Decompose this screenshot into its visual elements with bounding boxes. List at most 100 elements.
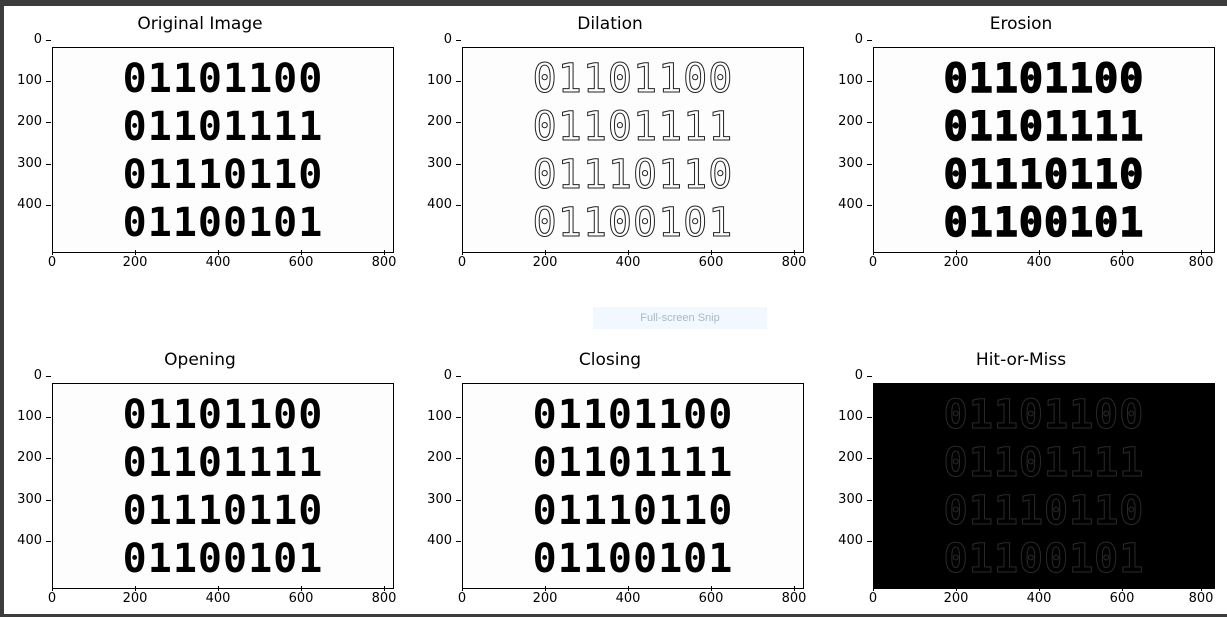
panel-title: Original Image — [137, 14, 263, 34]
binary-text: 01101100 01101111 01110110 01100101 — [463, 391, 803, 583]
y-tick-label: 400 — [12, 533, 51, 548]
binary-line: 01100101 — [122, 200, 324, 246]
y-tick-label: 0 — [422, 368, 461, 383]
panel-erosion: Erosion 01101100 01101111 01110110 01100… — [826, 14, 1216, 270]
x-tick-label: 0 — [32, 250, 72, 270]
binary-line: 01101111 — [532, 104, 734, 151]
binary-line: 01110110 — [532, 152, 734, 199]
y-tick-label: 400 — [422, 197, 461, 212]
full-screen-snip-button[interactable]: Full-screen Snip — [593, 307, 767, 329]
x-tick-label: 0 — [32, 586, 72, 606]
panel-title: Opening — [164, 350, 236, 370]
binary-text: 01101100 01101111 01110110 01100101 — [463, 55, 803, 247]
y-tick-label: 200 — [422, 114, 461, 129]
y-tick-label: 100 — [422, 73, 461, 88]
x-tick-label: 600 — [281, 250, 321, 270]
binary-line: 01101111 — [122, 104, 324, 150]
panel-title: Dilation — [577, 14, 643, 34]
y-tick-label: 300 — [833, 492, 872, 507]
binary-line: 01101100 — [122, 56, 324, 102]
y-tick-label: 200 — [833, 114, 872, 129]
binary-text: 01101100 01101111 01110110 01100101 — [874, 55, 1214, 247]
x-tick-label: 400 — [1019, 586, 1059, 606]
image-axes: 01101100 01101111 01110110 01100101 — [52, 383, 394, 589]
binary-text: 01101100 01101111 01110110 01100101 — [874, 391, 1214, 583]
x-tick-label: 400 — [1019, 250, 1059, 270]
y-tick-label: 400 — [422, 533, 461, 548]
binary-line: 01110110 — [943, 151, 1145, 199]
y-tick-label: 200 — [12, 450, 51, 465]
y-tick-label: 400 — [12, 197, 51, 212]
y-tick-label: 100 — [12, 73, 51, 88]
y-tick-label: 300 — [422, 492, 461, 507]
image-axes: 01101100 01101111 01110110 01100101 — [462, 383, 804, 589]
x-tick-label: 200 — [115, 250, 155, 270]
window-frame-left — [0, 0, 4, 617]
binary-line: 01110110 — [532, 488, 734, 534]
x-tick-label: 200 — [115, 586, 155, 606]
panel-dilation: Dilation 01101100 01101111 01110110 0110… — [415, 14, 806, 270]
x-tick-label: 200 — [936, 250, 976, 270]
x-tick-label: 800 — [1181, 586, 1221, 606]
image-axes: 01101100 01101111 01110110 01100101 — [52, 47, 394, 253]
y-tick-label: 0 — [833, 368, 872, 383]
x-tick-label: 800 — [364, 250, 404, 270]
x-tick-label: 200 — [525, 586, 565, 606]
panel-opening: Opening 01101100 01101111 01110110 01100… — [5, 350, 396, 606]
binary-line: 01101100 — [122, 392, 324, 438]
y-tick-label: 0 — [422, 32, 461, 47]
y-tick-label: 200 — [422, 450, 461, 465]
y-tick-label: 0 — [12, 368, 51, 383]
x-tick-label: 0 — [853, 250, 893, 270]
binary-line: 01100101 — [532, 200, 734, 247]
binary-line: 01110110 — [122, 152, 324, 198]
y-tick-label: 100 — [12, 409, 51, 424]
y-tick-label: 300 — [12, 492, 51, 507]
panel-closing: Closing 01101100 01101111 01110110 01100… — [415, 350, 806, 606]
binary-text: 01101100 01101111 01110110 01100101 — [53, 55, 393, 247]
binary-text: 01101100 01101111 01110110 01100101 — [53, 391, 393, 583]
binary-line: 01101100 — [943, 55, 1145, 103]
image-axes: 01101100 01101111 01110110 01100101 — [873, 383, 1215, 589]
x-tick-label: 600 — [1102, 586, 1142, 606]
x-tick-label: 800 — [1181, 250, 1221, 270]
x-tick-label: 0 — [442, 250, 482, 270]
y-tick-label: 300 — [833, 156, 872, 171]
y-tick-label: 400 — [833, 197, 872, 212]
binary-line: 01100101 — [122, 536, 324, 582]
x-tick-label: 600 — [691, 250, 731, 270]
x-tick-label: 400 — [608, 586, 648, 606]
y-tick-label: 0 — [12, 32, 51, 47]
y-tick-label: 400 — [833, 533, 872, 548]
binary-line: 01100101 — [532, 536, 734, 582]
y-tick-label: 200 — [12, 114, 51, 129]
image-axes: 01101100 01101111 01110110 01100101 — [873, 47, 1215, 253]
binary-line: 01110110 — [122, 488, 324, 534]
binary-line: 01100101 — [943, 536, 1145, 583]
x-tick-label: 600 — [281, 586, 321, 606]
image-axes: 01101100 01101111 01110110 01100101 — [462, 47, 804, 253]
panel-title: Closing — [578, 350, 642, 370]
binary-line: 01101100 — [532, 392, 734, 438]
x-tick-label: 0 — [442, 586, 482, 606]
y-tick-label: 100 — [833, 73, 872, 88]
x-tick-label: 200 — [525, 250, 565, 270]
x-tick-label: 600 — [691, 586, 731, 606]
y-tick-label: 0 — [833, 32, 872, 47]
binary-line: 01101111 — [943, 103, 1145, 151]
window-frame-bottom — [0, 614, 1227, 617]
x-tick-label: 400 — [198, 250, 238, 270]
binary-line: 01101111 — [122, 440, 324, 486]
y-tick-label: 100 — [833, 409, 872, 424]
x-tick-label: 400 — [608, 250, 648, 270]
panel-hit-or-miss: Hit-or-Miss 01101100 01101111 01110110 0… — [826, 350, 1216, 606]
binary-line: 01100101 — [943, 199, 1145, 247]
binary-line: 01110110 — [943, 488, 1145, 535]
x-tick-label: 400 — [198, 586, 238, 606]
binary-line: 01101100 — [943, 392, 1145, 439]
y-tick-label: 200 — [833, 450, 872, 465]
panel-title: Hit-or-Miss — [975, 350, 1067, 370]
binary-line: 01101111 — [943, 440, 1145, 487]
y-tick-label: 100 — [422, 409, 461, 424]
x-tick-label: 200 — [936, 586, 976, 606]
